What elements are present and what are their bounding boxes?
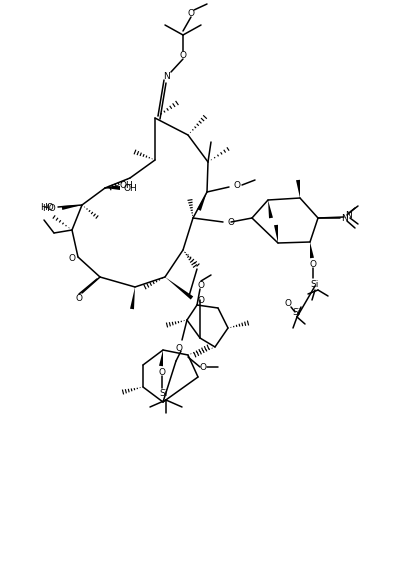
Text: HO: HO: [42, 204, 56, 212]
Polygon shape: [62, 205, 82, 210]
Polygon shape: [165, 277, 193, 299]
Text: N: N: [163, 72, 171, 80]
Text: HO: HO: [40, 203, 54, 211]
Text: N: N: [341, 214, 347, 222]
Polygon shape: [130, 287, 135, 309]
Text: O: O: [228, 218, 235, 227]
Text: O: O: [75, 294, 83, 302]
Text: O: O: [233, 180, 241, 190]
Text: N: N: [345, 211, 351, 220]
Text: O: O: [158, 367, 165, 376]
Polygon shape: [197, 192, 207, 211]
Text: O: O: [198, 281, 204, 289]
Polygon shape: [274, 225, 278, 243]
Polygon shape: [268, 200, 273, 218]
Text: O: O: [197, 295, 204, 305]
Text: Si: Si: [160, 390, 168, 399]
Text: O: O: [187, 8, 195, 18]
Text: OH: OH: [123, 184, 137, 193]
Text: O: O: [180, 50, 187, 59]
Polygon shape: [296, 180, 300, 198]
Polygon shape: [159, 350, 163, 366]
Text: O: O: [176, 343, 182, 353]
Text: OH: OH: [120, 180, 134, 190]
Text: O: O: [68, 254, 75, 262]
Text: Si: Si: [293, 308, 301, 316]
Text: Si: Si: [311, 279, 319, 288]
Text: O: O: [310, 259, 316, 268]
Text: O: O: [200, 363, 206, 372]
Polygon shape: [105, 186, 120, 190]
Polygon shape: [310, 242, 314, 258]
Text: O: O: [285, 299, 292, 308]
